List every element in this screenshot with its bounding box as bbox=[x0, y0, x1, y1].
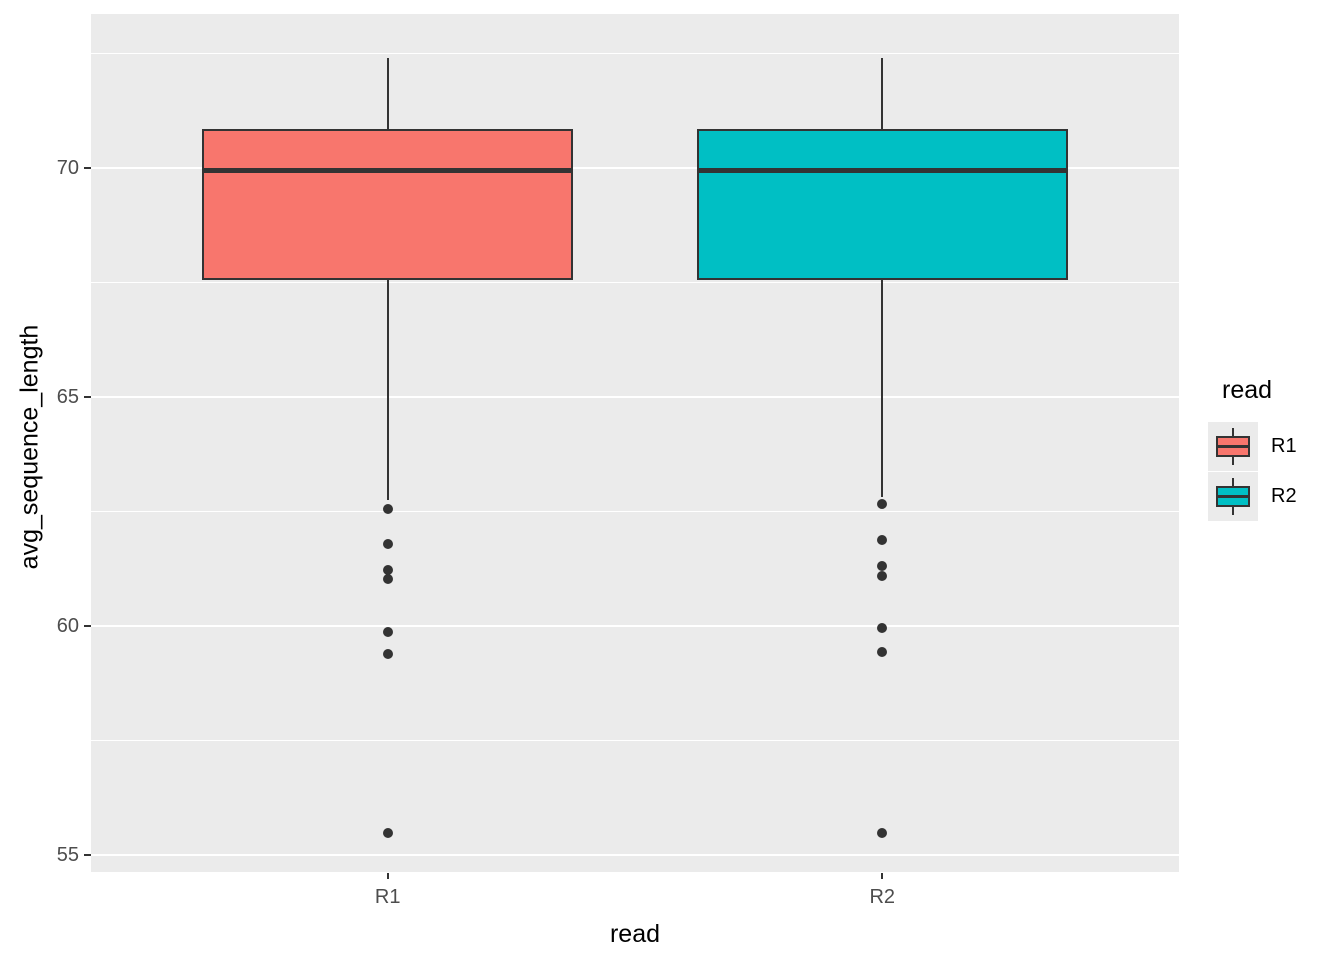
outlier-dot-R1 bbox=[382, 504, 393, 515]
whisker-lower-R1 bbox=[386, 279, 389, 501]
legend-entry-R1: R1 bbox=[1208, 421, 1344, 471]
gridline-minor bbox=[91, 739, 1179, 742]
y-axis-title: avg_sequence_length bbox=[15, 324, 44, 570]
outlier-dot-R1 bbox=[382, 573, 393, 584]
legend-glyph-median-icon bbox=[1216, 494, 1250, 498]
x-tick-mark bbox=[881, 873, 884, 879]
gridline-major bbox=[91, 166, 1179, 169]
outlier-dot-R2 bbox=[877, 571, 888, 582]
y-tick-label: 65 bbox=[56, 385, 79, 408]
outlier-dot-R1 bbox=[382, 827, 393, 838]
legend-entry-R2: R2 bbox=[1208, 471, 1344, 521]
y-tick-label: 55 bbox=[56, 844, 79, 867]
outlier-dot-R1 bbox=[382, 648, 393, 659]
outlier-dot-R1 bbox=[382, 565, 393, 576]
legend-entry-label: R1 bbox=[1271, 434, 1297, 457]
gridline-major bbox=[91, 854, 1179, 857]
outlier-dot-R1 bbox=[382, 627, 393, 638]
y-tick-label: 70 bbox=[56, 156, 79, 179]
gridline-major bbox=[91, 625, 1179, 627]
median-line-R2 bbox=[696, 167, 1068, 173]
whisker-upper-R1 bbox=[386, 57, 389, 129]
legend: read R1 R2 bbox=[1208, 376, 1344, 521]
gridline-minor bbox=[91, 510, 1179, 513]
y-tick-label: 60 bbox=[56, 615, 79, 637]
y-tick-mark bbox=[84, 625, 91, 627]
x-tick-label: R1 bbox=[374, 886, 401, 908]
median-line-R1 bbox=[202, 167, 574, 173]
whisker-upper-R2 bbox=[881, 57, 884, 130]
outlier-dot-R1 bbox=[382, 539, 393, 549]
outlier-dot-R2 bbox=[877, 828, 888, 839]
legend-glyph-median-icon bbox=[1216, 444, 1250, 448]
whisker-lower-R2 bbox=[881, 280, 884, 497]
outlier-dot-R2 bbox=[877, 646, 888, 657]
legend-key-R1 bbox=[1208, 421, 1258, 471]
legend-entry-label: R2 bbox=[1271, 484, 1297, 507]
x-tick-mark bbox=[386, 873, 389, 879]
y-tick-mark bbox=[84, 395, 91, 398]
legend-key-R2 bbox=[1208, 471, 1258, 521]
legend-title: read bbox=[1222, 376, 1273, 404]
iqr-box-R1 bbox=[202, 128, 574, 280]
iqr-box-R2 bbox=[696, 129, 1068, 281]
y-tick-mark bbox=[84, 854, 91, 857]
outlier-dot-R2 bbox=[877, 534, 888, 545]
outlier-dot-R2 bbox=[877, 499, 888, 510]
plot-panel bbox=[91, 14, 1179, 872]
gridline-minor bbox=[91, 52, 1179, 55]
legend-entries: R1 R2 bbox=[1208, 421, 1344, 521]
outlier-dot-R2 bbox=[877, 560, 888, 571]
gridline-minor bbox=[91, 281, 1179, 284]
x-axis-title: read bbox=[609, 920, 661, 948]
gridline-major bbox=[91, 395, 1179, 398]
outlier-dot-R2 bbox=[877, 622, 888, 633]
y-tick-mark bbox=[84, 166, 91, 169]
x-tick-label: R2 bbox=[869, 886, 896, 908]
